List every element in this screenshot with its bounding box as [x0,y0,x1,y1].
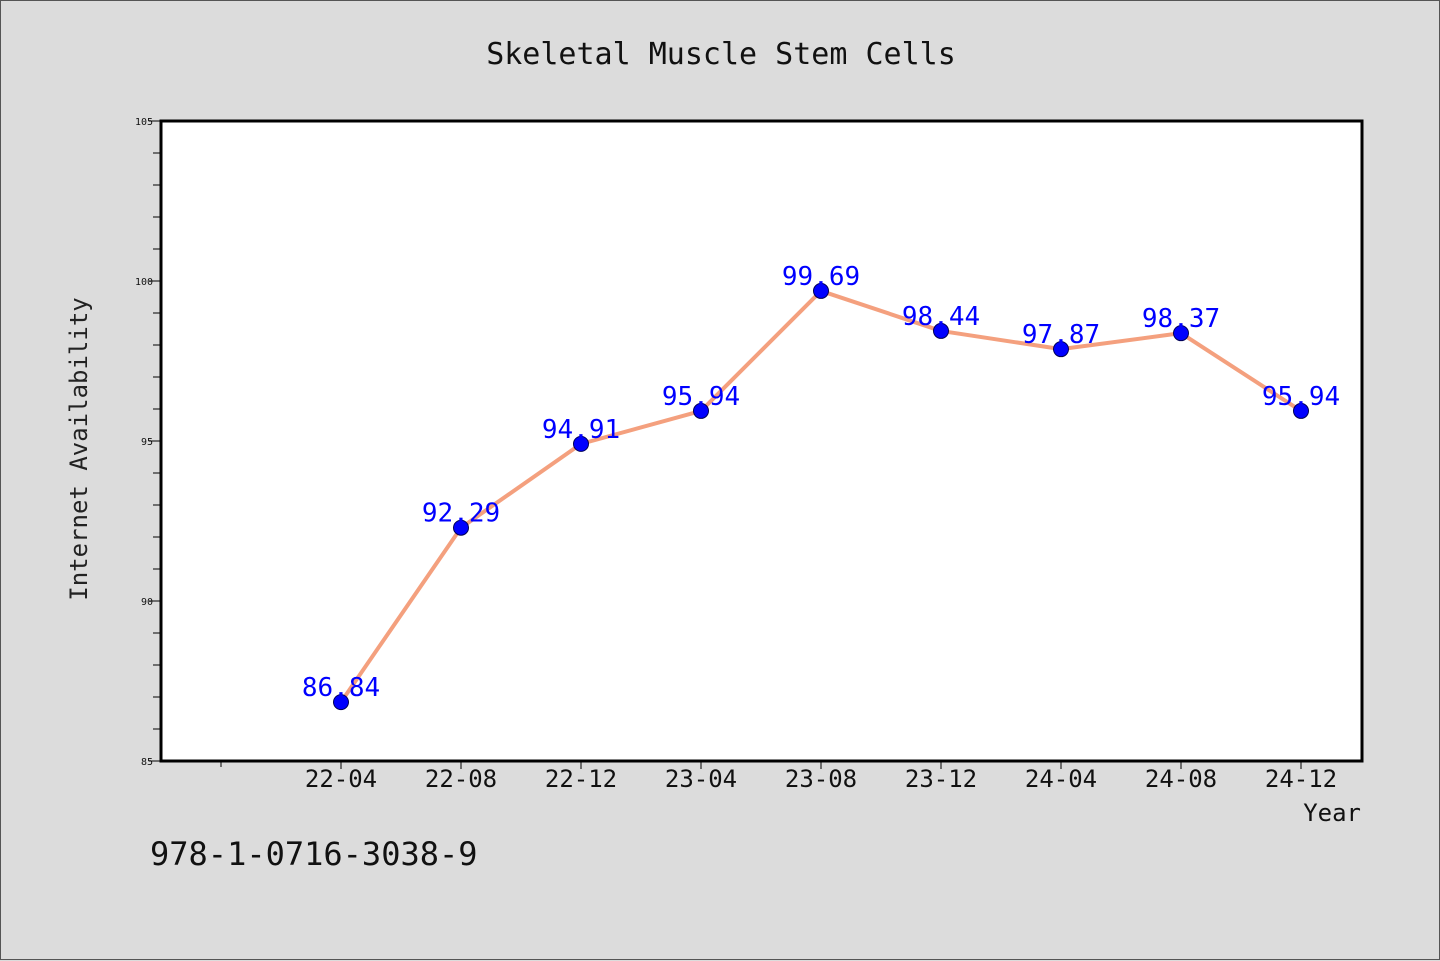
series-layer [333,282,1309,711]
data-label: 99.69 [782,262,860,292]
x-tick-label: 22-04 [305,765,377,793]
y-axis-label: Internet Availability [65,297,93,600]
data-point [1173,325,1189,342]
data-point [333,694,349,711]
data-label: 98.44 [902,302,980,332]
data-label: 97.87 [1022,320,1100,350]
data-point [693,402,709,419]
data-label-layer: 86.84 92.29 94.91 95.94 99.69 98.44 97.87 98.37… [302,262,1340,703]
chart-title: Skeletal Muscle Stem Cells [486,37,956,72]
x-axis-label: Year [1303,799,1361,827]
x-tick-label: 24-08 [1145,765,1217,793]
x-tick-label: 23-04 [665,765,737,793]
x-tick-label: 23-12 [905,765,977,793]
x-tick-label: 24-04 [1025,765,1097,793]
y-tick-label: 100 [135,277,153,288]
data-label: 95.94 [662,382,740,412]
y-tick-label: 95 [141,437,153,448]
data-point [1053,341,1069,358]
y-tick-label: 105 [135,117,153,128]
x-tick-label: 22-12 [545,765,617,793]
isbn-label: 978-1-0716-3038-9 [150,835,478,873]
data-point [573,435,589,452]
data-point [453,519,469,536]
x-tick-label: 23-08 [785,765,857,793]
y-tick-label: 85 [141,757,153,768]
x-tick-label: 22-08 [425,765,497,793]
x-tick-label: 24-12 [1265,765,1337,793]
data-label: 92.29 [422,499,500,529]
data-point [1293,402,1309,419]
y-axis: 85 90 95 100 105 [135,117,161,768]
data-label: 95.94 [1262,382,1340,412]
plot-area [159,119,1364,763]
data-label: 98.37 [1142,304,1220,334]
data-point [813,282,829,299]
data-point [933,322,949,339]
y-tick-label: 90 [141,597,153,608]
x-axis: 22-04 22-08 22-12 23-04 23-08 23-12 24-04 24-08… [220,761,1337,793]
data-label: 94.91 [542,415,620,445]
data-label: 86.84 [302,673,380,703]
